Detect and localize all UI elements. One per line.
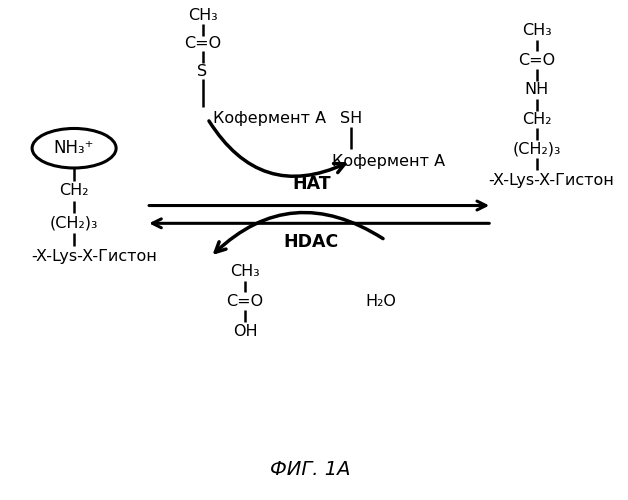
Text: OH: OH	[233, 324, 257, 338]
Text: CH₃: CH₃	[188, 8, 217, 24]
Text: C=O: C=O	[227, 294, 264, 309]
Text: (CH₂)₃: (CH₂)₃	[512, 142, 561, 156]
Text: CH₂: CH₂	[60, 183, 89, 198]
Text: ФИГ. 1А: ФИГ. 1А	[270, 460, 350, 479]
Text: C=O: C=O	[518, 53, 555, 68]
Text: HDAC: HDAC	[284, 233, 339, 251]
Text: Кофермент A: Кофермент A	[213, 111, 327, 126]
Text: HAT: HAT	[292, 175, 330, 193]
Text: -X-Lys-X-Гистон: -X-Lys-X-Гистон	[31, 250, 157, 264]
Text: H₂O: H₂O	[365, 294, 396, 309]
Text: CH₃: CH₃	[230, 264, 260, 279]
Text: C=O: C=O	[184, 36, 221, 51]
Text: CH₃: CH₃	[522, 23, 551, 38]
Text: NH₃⁺: NH₃⁺	[54, 139, 94, 157]
Text: (CH₂)₃: (CH₂)₃	[50, 216, 99, 231]
Text: CH₂: CH₂	[522, 112, 551, 127]
Text: Кофермент A: Кофермент A	[332, 154, 445, 168]
Text: SH: SH	[340, 111, 362, 126]
Text: S: S	[197, 64, 208, 78]
Text: -X-Lys-X-Гистон: -X-Lys-X-Гистон	[489, 174, 614, 188]
Text: NH: NH	[524, 82, 549, 98]
